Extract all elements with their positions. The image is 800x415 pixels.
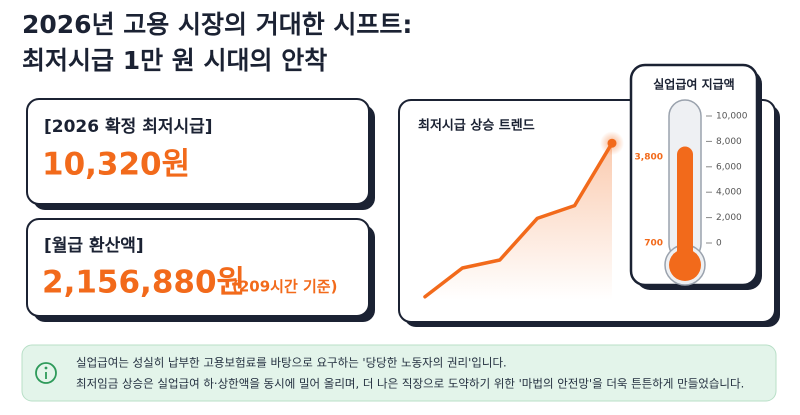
trend-line: [423, 141, 614, 299]
thermo-bulb: [669, 249, 701, 281]
end-point: [607, 138, 617, 148]
thermo-annotation: 3,800: [635, 153, 663, 163]
card-label: [2026 확정 최저시급]: [44, 117, 213, 137]
trend-area: [425, 143, 612, 300]
thermo-annotation: 700: [644, 239, 663, 249]
thermo-fill: [677, 146, 693, 265]
card-value: 2,156,880원: [42, 265, 245, 301]
card-note: (209시간 기준): [232, 278, 337, 296]
info-box: [21, 344, 777, 402]
title-line: 최저시급 1만 원 시대의 안착: [22, 46, 327, 75]
thermo-title: 실업급여 지급액: [653, 77, 734, 92]
tick-label: 8,000: [716, 137, 742, 147]
title-line: 2026년 고용 시장의 거대한 시프트:: [22, 10, 412, 39]
info-icon-dot: [44, 366, 48, 370]
card-value: 10,320원: [42, 147, 190, 183]
tick-label: 10,000: [716, 112, 748, 122]
tick-label: 6,000: [716, 162, 742, 172]
info-icon: [35, 362, 57, 384]
tick-label: 4,000: [716, 188, 742, 198]
tick-label: 2,000: [716, 213, 742, 223]
info-line: 실업급여는 성실히 납부한 고용보험료를 바탕으로 요구하는 '당당한 노동자의…: [76, 356, 507, 370]
tick-label: 0: [716, 239, 722, 249]
card-label: [월급 환산액]: [44, 236, 144, 256]
card: [26, 218, 370, 317]
card: [26, 98, 370, 205]
info-line: 최저임금 상승은 실업급여 하·상한액을 동시에 밀어 올리며, 더 나은 직장…: [76, 377, 744, 391]
chart-title: 최저시급 상승 트렌드: [418, 118, 535, 134]
